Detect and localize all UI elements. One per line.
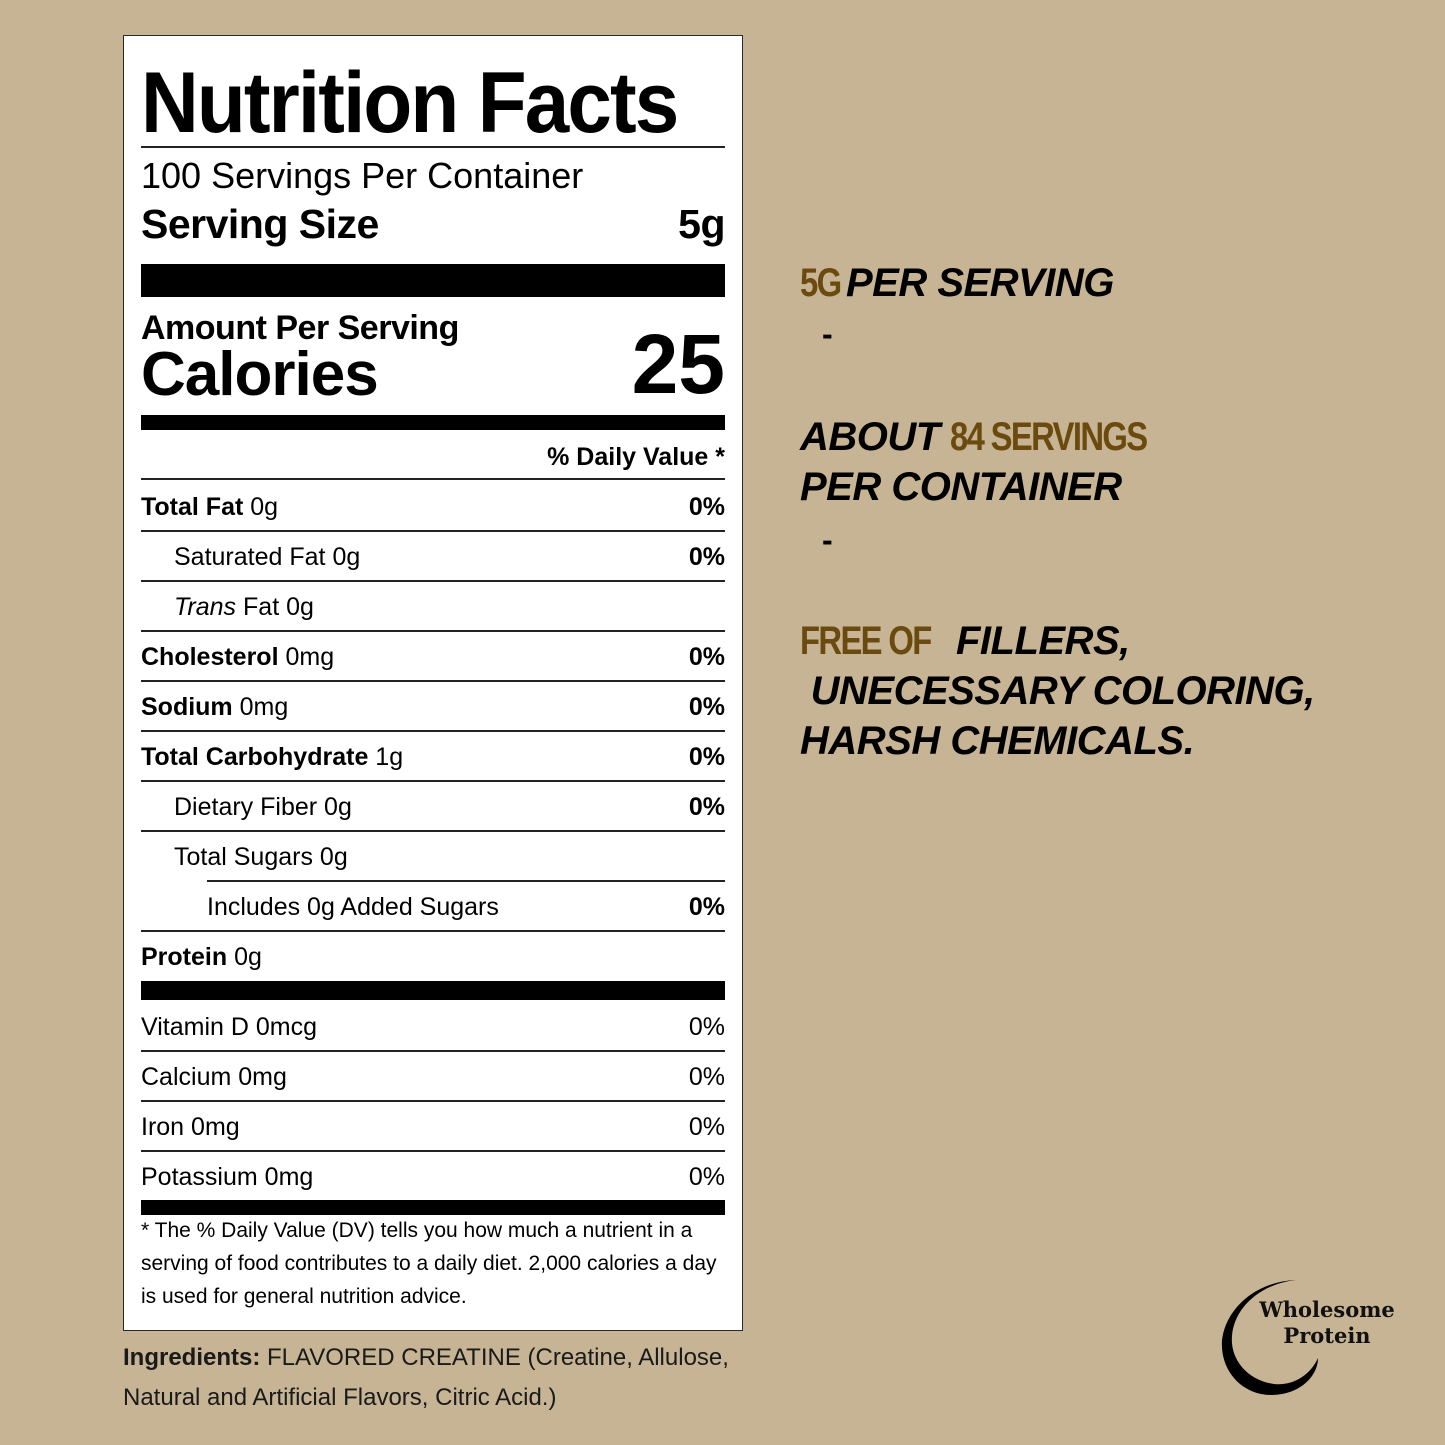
vitamin-amount: 0mg: [191, 1113, 240, 1141]
nutrient-row-added-sugars: Includes 0g Added Sugars 0%: [141, 882, 725, 932]
divider: [141, 146, 725, 148]
vitamin-amount: 0mg: [264, 1163, 314, 1191]
vitamin-dv: 0%: [688, 1063, 725, 1091]
nutrient-name: Sodium: [141, 693, 233, 721]
nutrient-dv: 0%: [688, 543, 725, 571]
vitamin-dv: 0%: [688, 1113, 725, 1141]
nutrient-dv: 0%: [688, 643, 725, 671]
nutrient-dv: 0%: [688, 793, 725, 821]
nutrient-amount: 0g: [250, 493, 279, 521]
nutrient-row-trans-fat: Trans Fat 0g: [141, 582, 725, 632]
nutrient-row-total-fat: Total Fat 0g 0%: [141, 482, 725, 532]
nutrient-dv: 0%: [688, 893, 725, 921]
claim-text: FILLERS,: [945, 619, 1130, 663]
thick-divider: [141, 981, 725, 1000]
serving-size: Serving Size 5g: [141, 200, 725, 248]
nutrient-name: Total Sugars: [174, 843, 313, 871]
thick-divider: [141, 264, 725, 297]
claim-free-of-line2: UNECESSARY COLORING,: [800, 669, 1316, 713]
nutrient-amount: 0g: [324, 793, 352, 821]
vitamin-row-vitamin-d: Vitamin D 0mcg 0%: [141, 1002, 725, 1052]
nutrient-row-dietary-fiber: Dietary Fiber 0g 0%: [141, 782, 725, 832]
nutrient-name: Saturated Fat: [174, 543, 326, 571]
medium-divider: [141, 415, 725, 430]
nutrient-name: Total Fat: [141, 493, 244, 521]
nutrient-row-cholesterol: Cholesterol 0mg 0%: [141, 632, 725, 682]
vitamin-row-calcium: Calcium 0mg 0%: [141, 1052, 725, 1102]
nutrient-name: Fat: [243, 593, 280, 621]
vitamin-name: Potassium: [141, 1163, 258, 1191]
nutrient-row-sodium: Sodium 0mg 0%: [141, 682, 725, 732]
nutrient-name: Total Carbohydrate: [141, 743, 369, 771]
nutrient-name-italic: Trans: [174, 593, 237, 621]
claim-servings-per-container-line2: PER CONTAINER: [800, 465, 1122, 509]
claim-text: PER SERVING: [835, 261, 1114, 305]
nutrient-dv: 0%: [688, 693, 725, 721]
vitamin-amount: 0mg: [238, 1063, 287, 1091]
nutrient-amount: 0g: [319, 843, 348, 871]
nutrient-name: Includes 0g Added Sugars: [207, 893, 499, 921]
ingredients-text: FLAVORED CREATINE (Creatine, Allulose, N…: [123, 1344, 729, 1411]
claim-separator: -: [822, 316, 833, 352]
nutrient-dv: 0%: [688, 743, 725, 771]
nutrient-amount: 0mg: [285, 643, 335, 671]
nutrient-dv: 0%: [688, 493, 725, 521]
logo-line1: Wholesome: [1259, 1297, 1395, 1322]
nutrient-row-saturated-fat: Saturated Fat 0g 0%: [141, 532, 725, 582]
servings-per-container: 100 Servings Per Container: [141, 155, 584, 196]
nutrient-name: Cholesterol: [141, 643, 279, 671]
claim-accent: 84 SERVINGS: [950, 415, 1148, 459]
ingredients-label: Ingredients:: [123, 1344, 261, 1371]
nutrient-name: Protein: [141, 943, 228, 971]
serving-size-label: Serving Size: [141, 201, 379, 247]
divider: [141, 478, 725, 480]
daily-value-footnote: * The % Daily Value (DV) tells you how m…: [141, 1219, 717, 1308]
label-title: Nutrition Facts: [141, 55, 679, 151]
nutrient-name: Dietary Fiber: [174, 793, 318, 821]
vitamin-dv: 0%: [688, 1163, 725, 1191]
amount-per-serving: Amount Per Serving: [141, 309, 459, 347]
nutrient-row-protein: Protein 0g: [141, 932, 725, 982]
nutrient-amount: 1g: [375, 743, 404, 771]
vitamin-name: Calcium: [141, 1063, 232, 1091]
medium-divider: [141, 1200, 725, 1215]
serving-size-value: 5g: [678, 201, 725, 247]
claim-accent: FREE OF: [800, 619, 932, 663]
vitamin-amount: 0mcg: [255, 1013, 318, 1041]
nutrient-row-total-carbohydrate: Total Carbohydrate 1g 0%: [141, 732, 725, 782]
nutrient-amount: 0g: [234, 943, 262, 971]
claim-separator: -: [822, 522, 833, 558]
claim-free-of-line3: HARSH CHEMICALS.: [800, 719, 1195, 763]
brand-logo: Wholesome Protein: [1218, 1278, 1408, 1398]
claim-text: ABOUT: [800, 415, 951, 459]
nutrient-amount: 0mg: [239, 693, 289, 721]
claim-accent: 5G: [800, 261, 842, 305]
claim-serving-size: 5G PER SERVING: [800, 258, 1114, 308]
vitamin-name: Iron: [141, 1113, 185, 1141]
daily-value-header: % Daily Value *: [547, 443, 725, 471]
claim-free-of: FREE OF FILLERS,: [800, 616, 1130, 666]
vitamin-dv: 0%: [688, 1013, 725, 1041]
nutrition-facts-label: Nutrition Facts 100 Servings Per Contain…: [123, 35, 743, 1331]
nutrient-amount: 0g: [286, 593, 314, 621]
logo-line2: Protein: [1283, 1323, 1371, 1348]
logo-text: Wholesome Protein: [1252, 1297, 1402, 1349]
vitamin-name: Vitamin D: [141, 1013, 249, 1041]
nutrient-amount: 0g: [332, 543, 361, 571]
nutrient-row-total-sugars: Total Sugars 0g: [141, 832, 725, 882]
vitamin-row-potassium: Potassium 0mg 0%: [141, 1152, 725, 1202]
claim-servings-per-container: ABOUT 84 SERVINGS: [800, 412, 1176, 462]
calories-label: Calories: [141, 340, 379, 409]
ingredients: Ingredients: FLAVORED CREATINE (Creatine…: [123, 1338, 763, 1418]
calories-value: 25: [631, 317, 725, 411]
vitamin-row-iron: Iron 0mg 0%: [141, 1102, 725, 1152]
